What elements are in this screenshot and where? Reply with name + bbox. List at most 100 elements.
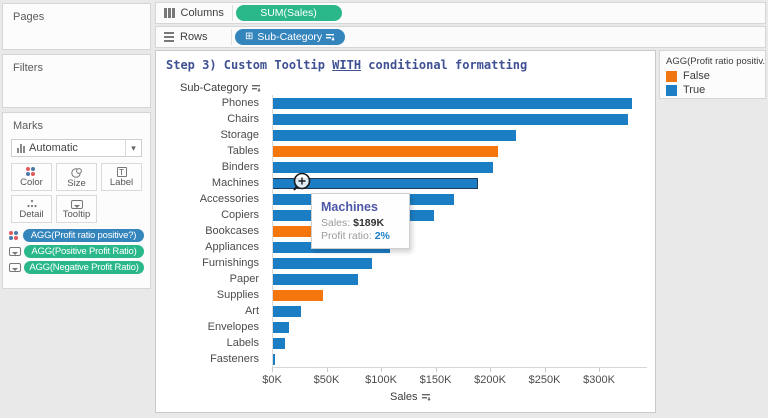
chevron-down-icon[interactable]: ▾	[125, 140, 141, 156]
color-button[interactable]: Color	[11, 163, 52, 191]
marks-card: Marks Automatic ▾ Color Size T Label	[2, 112, 151, 289]
columns-shelf-label: Columns	[180, 7, 224, 19]
row-field-header[interactable]: Sub-Category	[180, 82, 261, 94]
bar-track	[266, 319, 655, 335]
bar-tables[interactable]	[272, 145, 498, 157]
bar-art[interactable]	[272, 305, 302, 317]
x-tick-label: $150K	[419, 374, 452, 386]
bar-binders[interactable]	[272, 161, 494, 173]
tooltip-icon	[9, 247, 21, 256]
bar-track	[266, 143, 655, 159]
expand-icon[interactable]: ⊞	[245, 31, 254, 42]
bar-furnishings[interactable]	[272, 257, 373, 269]
x-tick-mark	[435, 368, 437, 372]
category-label[interactable]: Binders	[221, 161, 259, 173]
x-tick-mark	[326, 368, 328, 372]
category-label[interactable]: Supplies	[216, 289, 259, 301]
size-button[interactable]: Size	[56, 163, 97, 191]
tooltip-button[interactable]: Tooltip	[56, 195, 97, 223]
bar-row: Art	[156, 303, 655, 319]
bar-paper[interactable]	[272, 273, 359, 285]
shelf-divider	[231, 5, 233, 21]
category-label[interactable]: Appliances	[205, 241, 259, 253]
category-label[interactable]: Machines	[211, 177, 259, 189]
bar-track	[266, 127, 655, 143]
bar-envelopes[interactable]	[272, 321, 290, 333]
sort-icon[interactable]	[421, 393, 431, 402]
rows-icon	[164, 31, 174, 43]
category-label[interactable]: Phones	[221, 97, 259, 109]
marks-pills: AGG(Profit ratio positive?) AGG(Positive …	[9, 229, 144, 274]
marks-pill[interactable]: AGG(Profit ratio positive?)	[23, 229, 144, 242]
data-tooltip: Machines Sales: $189K Profit ratio: 2%	[311, 193, 410, 249]
bar-track	[266, 303, 655, 319]
bar-supplies[interactable]	[272, 289, 324, 301]
category-label[interactable]: Bookcases	[205, 225, 259, 237]
x-tick-label: $200K	[474, 374, 506, 386]
marks-pill-row: AGG(Negative Profit Ratio)	[9, 261, 144, 274]
detail-button[interactable]: Detail	[11, 195, 52, 223]
bar-row: Machines	[156, 175, 655, 191]
bar-track	[266, 95, 655, 111]
filters-shelf[interactable]: Filters	[2, 54, 151, 108]
x-tick-label: $0K	[262, 374, 282, 386]
category-label[interactable]: Labels	[226, 337, 259, 349]
bar-row: Fasteners	[156, 351, 655, 367]
tooltip-icon	[70, 199, 83, 209]
legend-item-false[interactable]: False	[660, 69, 765, 83]
worksheet-view: Step 3) Custom Tooltip WITH conditional …	[155, 50, 656, 413]
category-label[interactable]: Accessories	[199, 193, 259, 205]
bar-track	[266, 271, 655, 287]
rows-shelf[interactable]: Rows ⊞ Sub-Category	[155, 26, 766, 48]
marks-pill[interactable]: AGG(Positive Profit Ratio)	[24, 245, 144, 258]
bar-track	[266, 255, 655, 271]
columns-icon	[164, 8, 175, 18]
worksheet-title[interactable]: Step 3) Custom Tooltip WITH conditional …	[166, 58, 528, 72]
bar-row: Paper	[156, 271, 655, 287]
legend-item-true[interactable]: True	[660, 83, 765, 97]
label-icon: T	[116, 167, 127, 177]
tooltip-category: Machines	[321, 200, 378, 214]
bar-chairs[interactable]	[272, 113, 629, 125]
marks-pill[interactable]: AGG(Negative Profit Ratio)	[24, 261, 144, 274]
pages-shelf[interactable]: Pages	[2, 3, 151, 50]
bar-row: Labels	[156, 335, 655, 351]
x-axis-title[interactable]: Sales	[390, 391, 431, 403]
x-tick-label: $50K	[313, 374, 340, 386]
marks-pill-row: AGG(Profit ratio positive?)	[9, 229, 144, 242]
category-label[interactable]: Furnishings	[202, 257, 259, 269]
category-label[interactable]: Chairs	[227, 113, 259, 125]
category-label[interactable]: Tables	[227, 145, 259, 157]
x-tick-mark	[490, 368, 491, 372]
mark-type-dropdown[interactable]: Automatic ▾	[11, 139, 142, 157]
category-label[interactable]: Envelopes	[207, 321, 259, 333]
category-label[interactable]: Art	[244, 305, 259, 317]
x-tick-label: $100K	[365, 374, 397, 386]
columns-shelf[interactable]: Columns SUM(Sales)	[155, 2, 766, 24]
sort-icon[interactable]	[251, 84, 261, 93]
category-label[interactable]: Paper	[229, 273, 259, 285]
category-label[interactable]: Storage	[220, 129, 259, 141]
bar-row: Envelopes	[156, 319, 655, 335]
bar-row: Binders	[156, 159, 655, 175]
rows-pill-sub-category[interactable]: ⊞ Sub-Category	[235, 29, 346, 45]
bar-row: Chairs	[156, 111, 655, 127]
bar-phones[interactable]	[272, 97, 632, 109]
color-legend: AGG(Profit ratio positiv... False True	[659, 50, 766, 99]
category-label[interactable]: Fasteners	[210, 353, 259, 365]
bar-track	[266, 287, 655, 303]
label-button[interactable]: T Label	[101, 163, 142, 191]
sort-icon[interactable]	[326, 33, 335, 42]
bar-fasteners[interactable]	[272, 353, 276, 365]
category-label[interactable]: Copiers	[221, 209, 259, 221]
color-icon	[9, 230, 20, 241]
x-axis-line	[272, 367, 647, 368]
columns-pill-sum-sales[interactable]: SUM(Sales)	[235, 5, 342, 21]
x-tick-mark	[544, 368, 546, 372]
x-tick-mark	[381, 368, 382, 372]
x-tick-mark	[272, 368, 273, 372]
bar-chart-icon	[17, 143, 25, 153]
x-tick-label: $300K	[583, 374, 615, 386]
bar-labels[interactable]	[272, 337, 286, 349]
bar-storage[interactable]	[272, 129, 517, 141]
